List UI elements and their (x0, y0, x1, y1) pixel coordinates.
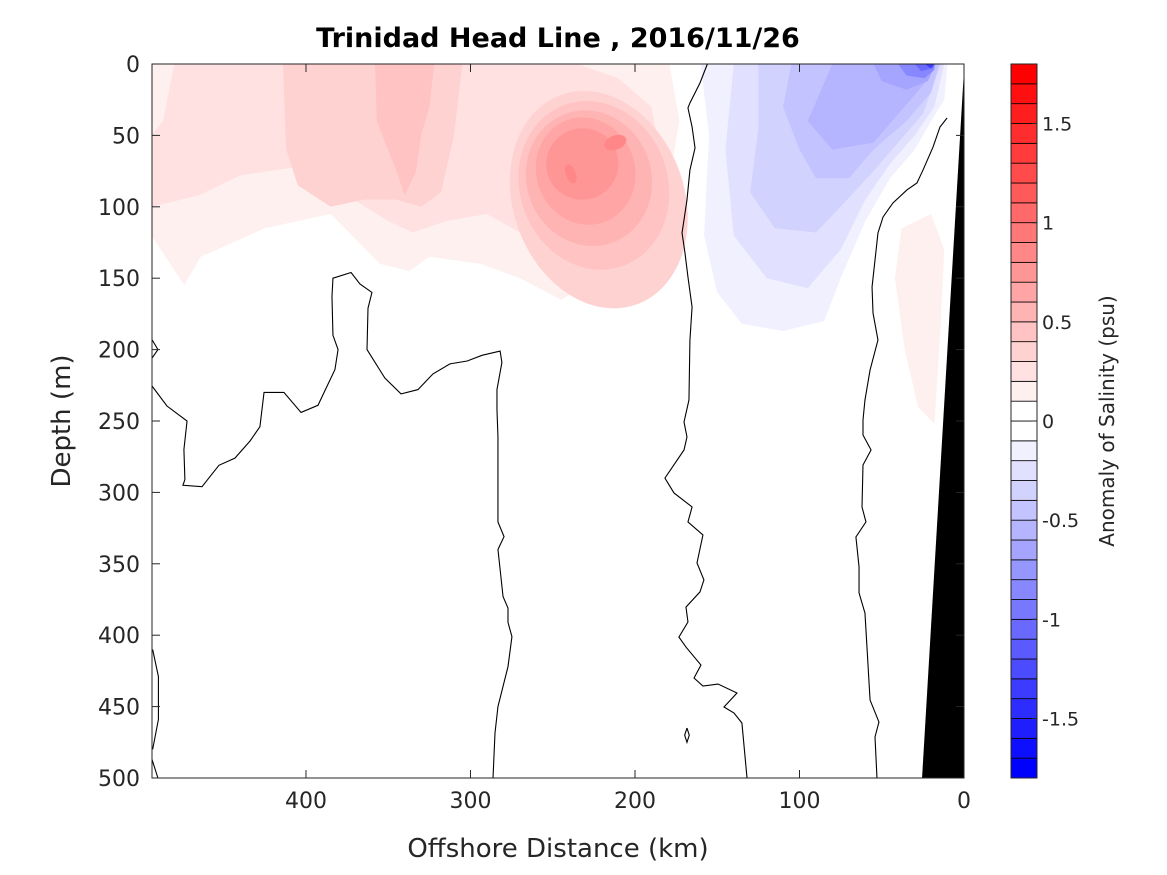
y-tick-label: 50 (112, 124, 140, 149)
positive-anomaly-region (546, 128, 619, 200)
colorbar-band (1010, 341, 1038, 362)
colorbar-label: Anomaly of Salinity (psu) (1095, 295, 1119, 546)
colorbar-tick-label: -1.5 (1042, 709, 1079, 731)
colorbar-band (1010, 380, 1038, 402)
y-axis-label: Depth (m) (47, 354, 77, 487)
colorbar-band (1010, 718, 1038, 739)
y-tick-label: 150 (98, 267, 140, 292)
y-tick-label: 0 (126, 53, 140, 78)
x-tick-label: 100 (778, 789, 820, 814)
y-tick-label: 350 (98, 553, 140, 578)
colorbar-band (1010, 222, 1038, 243)
positive-anomaly-region (604, 134, 627, 151)
y-tick-label: 250 (98, 410, 140, 435)
positive-anomaly-region (282, 64, 463, 207)
zero-contour-line (152, 649, 159, 750)
colorbar-band (1010, 757, 1038, 779)
colorbar-band (1010, 242, 1038, 263)
colorbar-band (1010, 103, 1038, 124)
zero-contour-line (855, 117, 948, 779)
zero-contour-line (664, 63, 748, 779)
colorbar-band (1010, 83, 1038, 105)
colorbar-band (1010, 579, 1038, 600)
colorbar-tick-label: 0 (1042, 411, 1054, 433)
colorbar-band (1010, 638, 1038, 660)
zero-contour-line (151, 339, 159, 359)
positive-anomaly-region (894, 213, 945, 424)
x-tick-label: 300 (449, 789, 491, 814)
colorbar: 1.5 1 0.5 0 -0.5 -1 -1.5 (1010, 63, 1079, 779)
y-tick-label: 200 (98, 339, 140, 364)
positive-anomaly-region (375, 64, 435, 196)
zero-contour-line (684, 727, 690, 745)
contour-fill-group (152, 64, 948, 424)
colorbar-band (1010, 618, 1038, 640)
colorbar-band (1010, 202, 1038, 224)
colorbar-band (1010, 599, 1038, 620)
zero-contour-lines (151, 63, 948, 779)
colorbar-band (1010, 460, 1038, 481)
colorbar-band (1010, 63, 1038, 85)
colorbar-band (1010, 162, 1038, 184)
y-axis-ticks: 0 50 100 150 200 250 300 350 400 450 500 (98, 53, 964, 792)
zero-contour-line (151, 271, 513, 779)
colorbar-band (1010, 142, 1038, 164)
colorbar-band (1010, 261, 1038, 283)
x-tick-label: 200 (614, 789, 656, 814)
colorbar-band (1010, 539, 1038, 561)
y-tick-label: 500 (98, 767, 140, 792)
seafloor-shape (922, 69, 964, 779)
negative-anomaly-region (924, 64, 935, 69)
colorbar-band (1010, 281, 1038, 303)
y-tick-label: 400 (98, 624, 140, 649)
colorbar-band (1010, 519, 1038, 541)
positive-anomaly-region (565, 164, 577, 184)
colorbar-tick-label: 1.5 (1042, 114, 1072, 136)
x-axis-ticks: 400 300 200 100 0 (285, 64, 971, 814)
colorbar-band (1010, 698, 1038, 719)
colorbar-band (1010, 658, 1038, 680)
colorbar-band (1010, 559, 1038, 581)
y-tick-label: 300 (98, 481, 140, 506)
colorbar-band (1010, 737, 1038, 759)
colorbar-tick-label: -0.5 (1042, 510, 1079, 532)
colorbar-band (1010, 499, 1038, 521)
colorbar-band (1010, 301, 1038, 323)
colorbar-band (1010, 678, 1038, 700)
colorbar-tick-label: 0.5 (1042, 312, 1072, 334)
colorbar-band (1010, 440, 1038, 462)
colorbar-band (1010, 480, 1038, 501)
colorbar-band (1010, 361, 1038, 382)
contour-fills (152, 64, 948, 424)
x-tick-label: 400 (285, 789, 327, 814)
y-tick-label: 450 (98, 696, 140, 721)
x-tick-label: 0 (957, 789, 971, 814)
colorbar-band (1010, 182, 1038, 204)
zero-contour-line (151, 759, 159, 779)
colorbar-band (1010, 400, 1038, 422)
chart-title: Trinidad Head Line , 2016/11/26 (316, 23, 800, 54)
colorbar-band (1010, 123, 1038, 144)
colorbar-tick-label: -1 (1042, 609, 1061, 631)
colorbar-tick-label: 1 (1042, 213, 1054, 235)
y-tick-label: 100 (98, 196, 140, 221)
bathymetry (922, 69, 964, 779)
colorbar-band (1010, 321, 1038, 343)
colorbar-band (1010, 420, 1038, 442)
x-axis-label: Offshore Distance (km) (407, 834, 708, 864)
